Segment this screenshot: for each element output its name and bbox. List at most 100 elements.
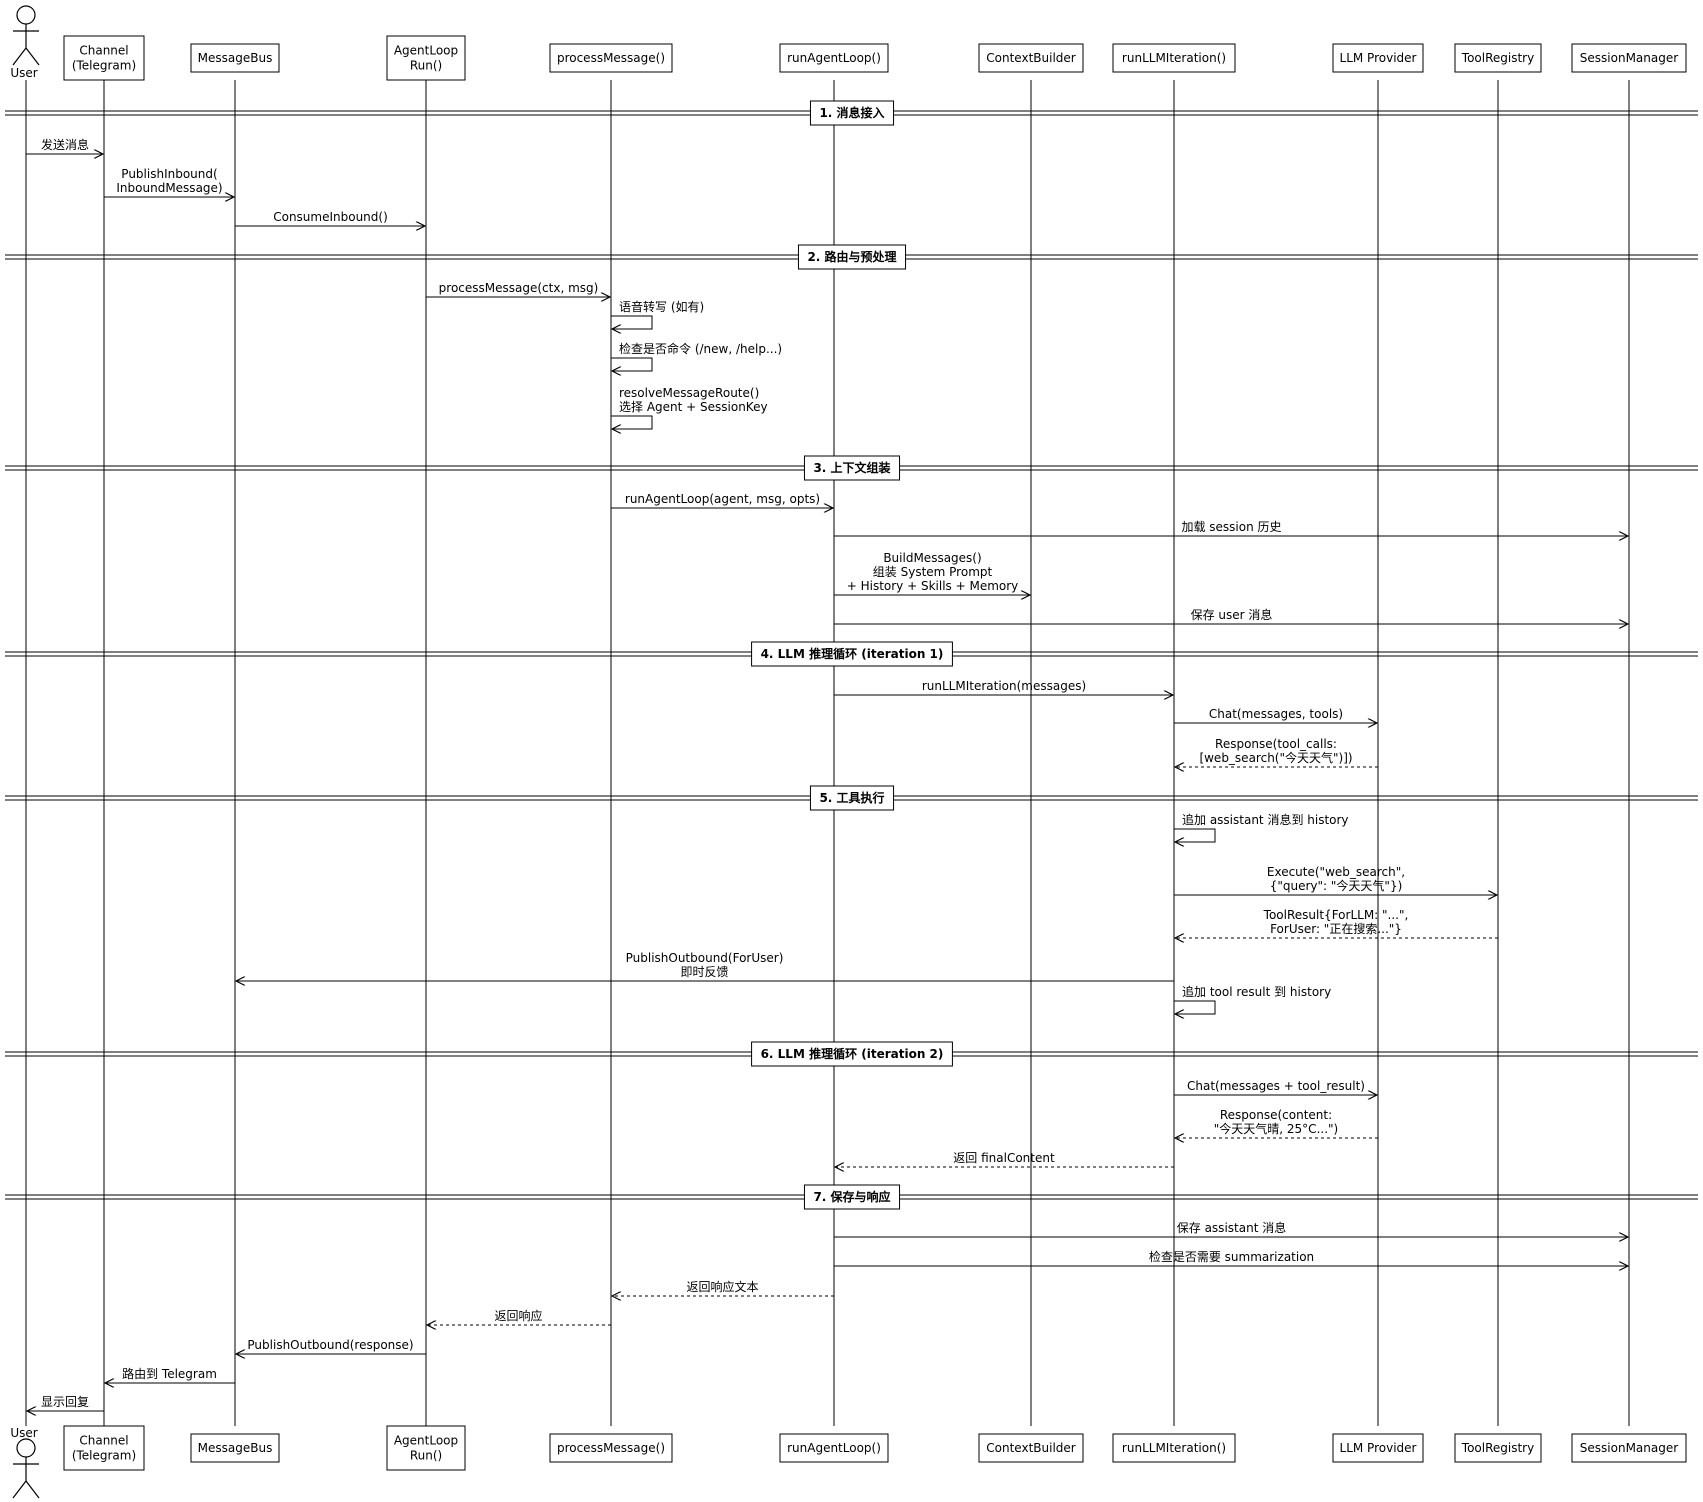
message: ConsumeInbound() [235, 210, 425, 226]
message: 保存 assistant 消息 [834, 1220, 1628, 1237]
message: 发送消息 [26, 137, 103, 154]
participant-label: SessionManager [1580, 51, 1678, 65]
actor-leg [25, 47, 40, 66]
section-title: 2. 路由与预处理 [807, 249, 896, 264]
section-divider: 4. LLM 推理循环 (iteration 1) [5, 641, 1698, 667]
message-label: 保存 user 消息 [1191, 607, 1273, 622]
participant-box [63, 1425, 145, 1471]
participant-ral-bottom: runAgentLoop() [779, 1433, 889, 1463]
participant-label: Run() [410, 59, 442, 73]
section-title: 6. LLM 推理循环 (iteration 2) [761, 1046, 944, 1061]
message-label: "今天天气晴, 25°C...") [1214, 1121, 1338, 1136]
actor-head [16, 1438, 36, 1458]
participant-tools-bottom: ToolRegistry [1454, 1433, 1542, 1463]
participant-label: LLM Provider [1340, 51, 1417, 65]
self-message-arrow [611, 315, 653, 329]
message-label: resolveMessageRoute() [619, 386, 759, 400]
participant-box [1454, 43, 1542, 73]
message-label: 检查是否需要 summarization [1149, 1249, 1314, 1264]
participant-label: User [10, 1426, 37, 1440]
message: PublishOutbound(ForUser)即时反馈 [236, 951, 1174, 981]
section-title: 4. LLM 推理循环 (iteration 1) [761, 646, 944, 661]
participant-sm-bottom: SessionManager [1571, 1433, 1687, 1463]
participant-cb-bottom: ContextBuilder [978, 1433, 1084, 1463]
participant-label: ToolRegistry [1461, 1441, 1534, 1455]
participant-llm-bottom: LLM Provider [1332, 1433, 1424, 1463]
participant-box [1332, 1433, 1424, 1463]
participant-label: SessionManager [1580, 1441, 1678, 1455]
message-label: 追加 assistant 消息到 history [1182, 812, 1349, 827]
message: ToolResult{ForLLM: "...",ForUser: "正在搜索.… [1175, 908, 1498, 938]
message: 保存 user 消息 [834, 607, 1628, 624]
message-label: 发送消息 [41, 137, 89, 152]
section-divider: 2. 路由与预处理 [5, 244, 1698, 270]
message: runLLMIteration(messages) [834, 679, 1173, 695]
section-divider: 5. 工具执行 [5, 785, 1698, 811]
participant-box [549, 43, 673, 73]
section-title: 7. 保存与响应 [813, 1189, 890, 1204]
message-label: PublishInbound( [121, 167, 217, 181]
actor-head [16, 5, 36, 25]
section-title-box [797, 244, 907, 270]
message-label: Chat(messages + tool_result) [1187, 1079, 1365, 1093]
self-message-arrow [611, 415, 653, 429]
message: 检查是否命令 (/new, /help...) [611, 341, 782, 371]
message: runAgentLoop(agent, msg, opts) [611, 492, 833, 508]
message-label: 路由到 Telegram [122, 1366, 217, 1381]
message-label: processMessage(ctx, msg) [439, 281, 599, 295]
participant-bus-top: MessageBus [190, 43, 280, 73]
participant-label: AgentLoop [394, 1434, 458, 1448]
message-label: 保存 assistant 消息 [1177, 1220, 1286, 1235]
participant-ral-top: runAgentLoop() [779, 43, 889, 73]
message: 返回响应 [427, 1308, 611, 1325]
section-title-box [809, 785, 895, 811]
participant-box [190, 43, 280, 73]
participant-label: ContextBuilder [986, 1441, 1076, 1455]
section-divider: 7. 保存与响应 [5, 1184, 1698, 1210]
participant-box [386, 1425, 466, 1471]
message-label: PublishOutbound(response) [247, 1338, 413, 1352]
participant-box [978, 1433, 1084, 1463]
participant-label: MessageBus [198, 51, 273, 65]
self-message-arrow [611, 357, 653, 371]
section-title-box [809, 100, 895, 126]
participant-sm-top: SessionManager [1571, 43, 1687, 73]
message-label: runLLMIteration(messages) [922, 679, 1086, 693]
section-divider: 6. LLM 推理循环 (iteration 2) [5, 1041, 1698, 1067]
participant-label: Channel [79, 1434, 128, 1448]
participant-box [386, 35, 466, 81]
message-label: PublishOutbound(ForUser) [626, 951, 784, 965]
message: resolveMessageRoute()选择 Agent + SessionK… [611, 386, 768, 429]
message: BuildMessages()组装 System Prompt+ History… [834, 551, 1030, 595]
participant-label: ToolRegistry [1461, 51, 1534, 65]
participant-channel-top: Channel(Telegram) [63, 35, 145, 81]
participant-box [549, 1433, 673, 1463]
message-label: BuildMessages() [883, 551, 981, 565]
participant-box [1571, 1433, 1687, 1463]
participant-channel-bottom: Channel(Telegram) [63, 1425, 145, 1471]
message-label: 加载 session 历史 [1181, 520, 1281, 534]
section-title-box [751, 641, 953, 667]
actor-leg [25, 1480, 40, 1499]
message-label: ForUser: "正在搜索..."} [1270, 921, 1402, 936]
participant-box [1454, 1433, 1542, 1463]
participant-box [1332, 43, 1424, 73]
message: 检查是否需要 summarization [834, 1249, 1628, 1266]
participant-box [1112, 43, 1236, 73]
participant-label: processMessage() [557, 1441, 665, 1455]
section-divider: 3. 上下文组装 [5, 455, 1698, 481]
message: Chat(messages, tools) [1174, 707, 1377, 723]
message-label: InboundMessage) [116, 181, 222, 195]
message-label: 语音转写 (如有) [619, 299, 704, 314]
section-title-box [803, 1184, 901, 1210]
participant-label: User [10, 66, 37, 80]
message-label: 返回 finalContent [953, 1151, 1055, 1165]
participant-box [190, 1433, 280, 1463]
participant-label: AgentLoop [394, 44, 458, 58]
message: 显示回复 [27, 1395, 104, 1411]
message-label: ConsumeInbound() [273, 210, 388, 224]
message-label: 组装 System Prompt [873, 565, 993, 579]
